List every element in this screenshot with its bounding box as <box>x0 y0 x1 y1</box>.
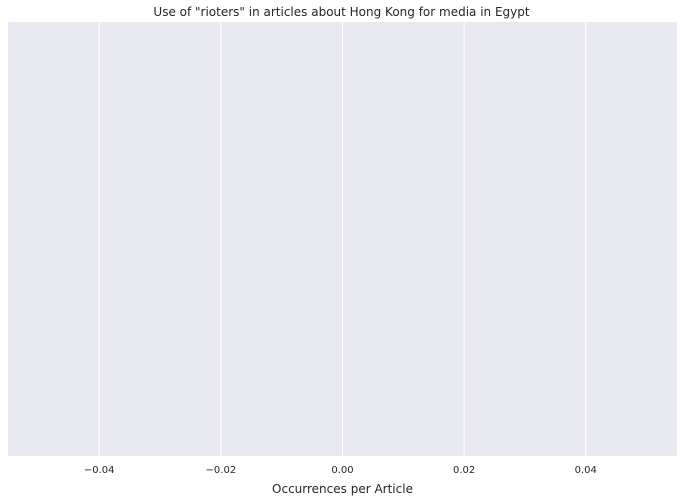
x-axis-label: Occurrences per Article <box>272 482 413 496</box>
x-tick-label: −0.04 <box>84 465 115 476</box>
x-tick-label: 0.00 <box>331 465 353 476</box>
x-tick-label: 0.02 <box>453 465 475 476</box>
chart-title: Use of "rioters" in articles about Hong … <box>153 5 529 19</box>
x-tick-label: −0.02 <box>206 465 237 476</box>
x-axis-ticks: −0.04 −0.02 0.00 0.02 0.04 <box>84 465 597 476</box>
x-tick-label: 0.04 <box>575 465 597 476</box>
grid-lines <box>98 22 587 456</box>
